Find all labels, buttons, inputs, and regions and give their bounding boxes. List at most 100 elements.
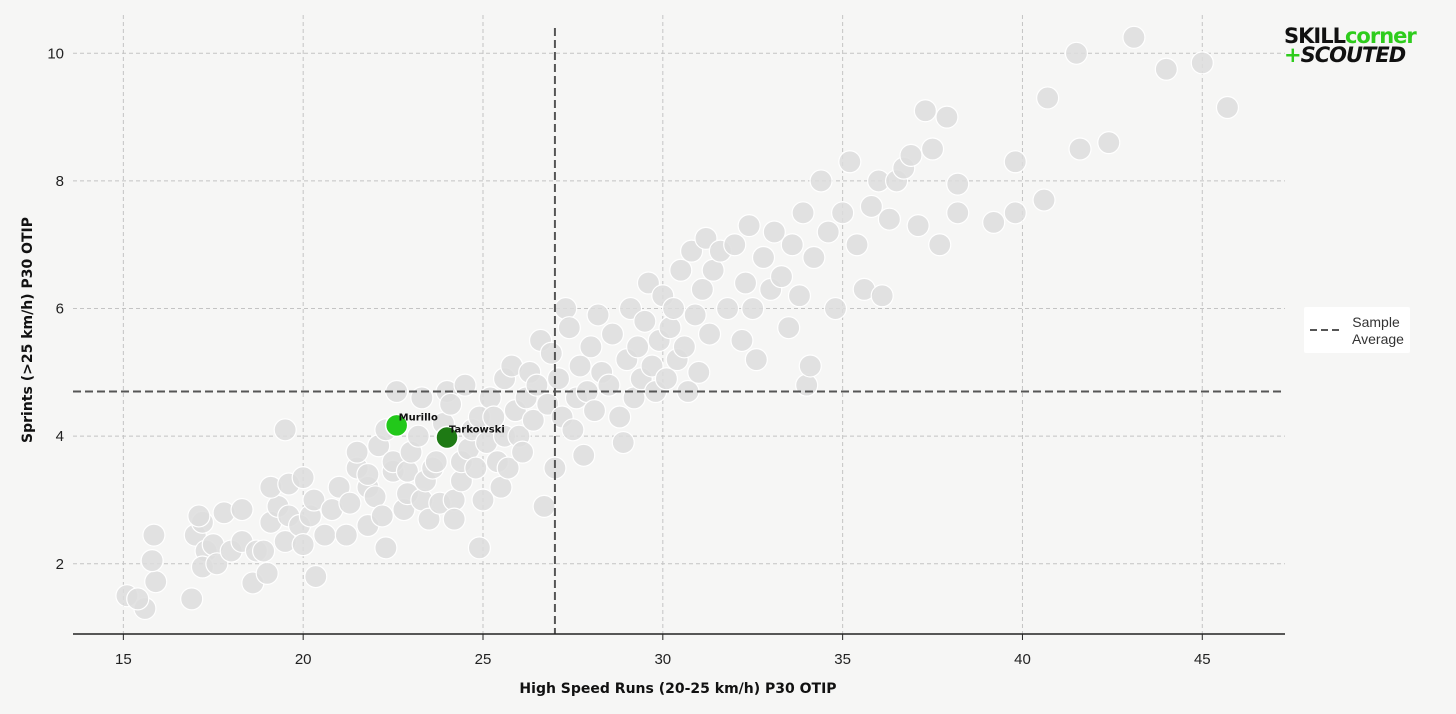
highlight-point-murillo xyxy=(384,413,409,438)
data-point xyxy=(780,233,804,257)
data-point xyxy=(946,201,970,225)
x-tick-label: 35 xyxy=(834,651,851,668)
data-point xyxy=(769,265,794,289)
data-point xyxy=(255,561,279,585)
highlighted-points: Murillo Tarkowski xyxy=(384,412,505,450)
data-point xyxy=(291,466,315,490)
data-point xyxy=(737,213,761,238)
highlight-label-tarkowski: Tarkowski xyxy=(449,424,505,435)
data-point xyxy=(730,328,754,353)
y-tick-label: 10 xyxy=(47,45,64,62)
data-point xyxy=(831,201,855,225)
data-point xyxy=(715,296,740,321)
data-point xyxy=(374,536,398,560)
data-point xyxy=(424,450,448,474)
data-point xyxy=(453,373,477,397)
data-point xyxy=(662,296,686,321)
data-point xyxy=(417,507,441,531)
logo-part2: corner xyxy=(1344,24,1417,48)
y-tick-label: 4 xyxy=(56,428,64,445)
data-point xyxy=(572,443,596,467)
data-point xyxy=(546,367,571,391)
data-point xyxy=(982,210,1006,234)
data-point xyxy=(187,504,211,528)
data-point xyxy=(683,303,707,327)
x-tick-label: 15 xyxy=(115,651,132,668)
data-point xyxy=(906,213,930,238)
data-point xyxy=(525,373,549,397)
data-point xyxy=(582,399,607,423)
data-point xyxy=(478,386,502,410)
data-point xyxy=(690,277,714,302)
data-point xyxy=(406,424,430,448)
data-point xyxy=(345,440,369,464)
data-point xyxy=(496,456,520,480)
x-tick-label: 45 xyxy=(1194,651,1211,668)
data-point xyxy=(579,335,603,359)
data-point xyxy=(741,296,765,321)
data-point xyxy=(1097,131,1121,155)
data-point xyxy=(557,316,581,340)
data-point xyxy=(795,373,819,397)
x-tick-label: 30 xyxy=(654,651,671,668)
data-point xyxy=(687,360,711,384)
data-point xyxy=(845,233,869,257)
data-point xyxy=(672,335,696,359)
axes: 15 20 25 30 35 40 45 2 4 6 8 10 xyxy=(47,45,1285,668)
data-point xyxy=(304,564,328,589)
data-point xyxy=(626,335,650,359)
highlight-label-murillo: Murillo xyxy=(399,412,438,423)
data-point xyxy=(697,322,722,346)
data-point xyxy=(313,523,337,547)
x-tick-label: 20 xyxy=(295,651,312,668)
skillcorner-scouted-logo: SKILLcorner +SCOUTED xyxy=(1284,26,1434,66)
data-point xyxy=(669,258,693,282)
x-axis-title: High Speed Runs (20-25 km/h) P30 OTIP xyxy=(519,681,836,697)
data-point xyxy=(482,405,506,429)
x-tick-label: 40 xyxy=(1014,651,1031,668)
data-point xyxy=(751,245,776,270)
data-point xyxy=(1032,188,1056,212)
data-point xyxy=(464,456,488,480)
y-axis-title: Sprints (>25 km/h) P30 OTIP xyxy=(20,217,36,443)
sample-average-lines xyxy=(73,28,1285,634)
data-point xyxy=(802,245,826,270)
data-point xyxy=(302,488,326,512)
data-point xyxy=(597,373,621,397)
data-point xyxy=(777,316,801,340)
data-point xyxy=(586,303,610,327)
data-point xyxy=(608,405,632,429)
legend-box xyxy=(1304,307,1410,353)
data-point xyxy=(762,220,786,244)
y-tick-label: 8 xyxy=(56,173,64,190)
data-point xyxy=(370,504,394,528)
highlight-point-tarkowski xyxy=(435,425,459,450)
data-point xyxy=(1154,57,1178,81)
data-point xyxy=(838,150,862,174)
data-point xyxy=(273,418,297,442)
data-point xyxy=(791,201,815,225)
data-point xyxy=(521,408,545,432)
legend-label-line2: Average xyxy=(1352,331,1404,347)
data-point xyxy=(1064,41,1089,65)
data-point xyxy=(1036,86,1060,110)
data-point xyxy=(809,169,833,193)
logo-plus-icon: + xyxy=(1284,43,1302,67)
data-point xyxy=(744,347,768,372)
data-point xyxy=(787,284,812,308)
data-point xyxy=(1003,201,1027,225)
data-point xyxy=(554,296,578,321)
data-point xyxy=(935,105,959,129)
data-point xyxy=(611,430,635,455)
data-point xyxy=(633,309,657,333)
data-point xyxy=(568,354,592,378)
data-point xyxy=(144,570,168,594)
data-point xyxy=(913,99,937,123)
data-point xyxy=(1215,95,1240,120)
legend-label-line1: Sample xyxy=(1352,314,1400,330)
data-point xyxy=(180,587,204,611)
data-point xyxy=(338,491,362,515)
points-layer xyxy=(115,25,1240,621)
y-tick-label: 6 xyxy=(56,301,64,318)
data-point xyxy=(252,539,276,563)
